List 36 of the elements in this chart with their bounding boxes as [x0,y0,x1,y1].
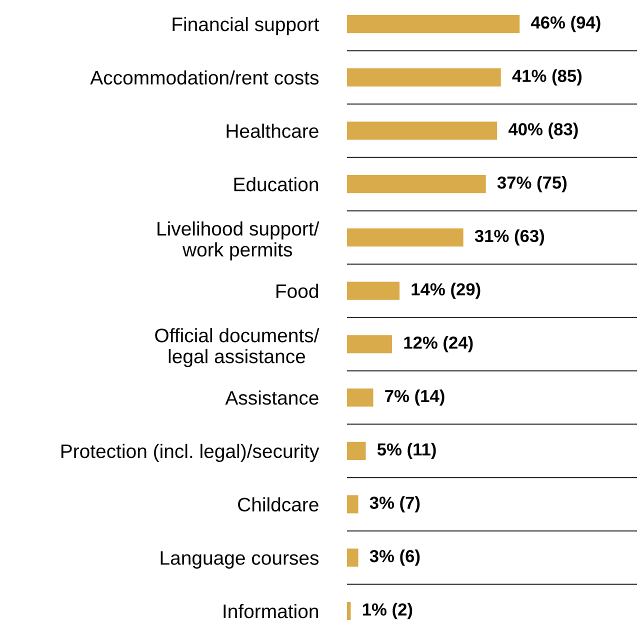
data-label: 41% (85) [512,69,582,86]
bar [347,228,464,247]
bar [347,388,374,407]
bar [347,282,400,300]
data-label: 3% (6) [370,550,420,566]
y-tick-label: Accommodation/rent costs [90,70,319,85]
y-tick-label: Childcare [238,497,318,512]
y-tick-label: Healthcare [226,124,318,138]
bar [347,175,486,194]
bar [347,14,520,34]
bar [347,68,501,86]
y-tick-label: Language courses [160,551,319,569]
y-tick-label: Livelihood support/ work permits [158,221,320,260]
data-label: 1% (2) [362,602,412,620]
data-label: 37% (75) [497,176,567,192]
data-label: 14% (29) [412,282,480,299]
y-tick-label: Assistance [225,390,318,405]
bar [347,442,366,460]
bar [347,495,358,514]
data-label: 12% (24) [404,336,473,352]
y-tick-label: Official documents/ legal assistance [155,328,320,368]
y-tick-label: Food [276,284,318,298]
bar [347,548,358,567]
data-label: 7% (14) [385,389,444,406]
data-label: 5% (11) [377,442,436,459]
bar [347,122,498,140]
y-tick-label: Financial support [172,16,320,36]
data-label: 3% (7) [370,496,420,512]
data-label: 31% (63) [474,229,544,246]
data-label: 40% (83) [508,122,578,139]
bar [347,335,392,354]
y-tick-label: Education [234,177,318,192]
y-tick-label: Protection (incl. legal)/security [61,444,320,462]
data-label: 46% (94) [530,16,600,32]
bar [347,602,351,620]
y-tick-label: Information [224,604,318,618]
